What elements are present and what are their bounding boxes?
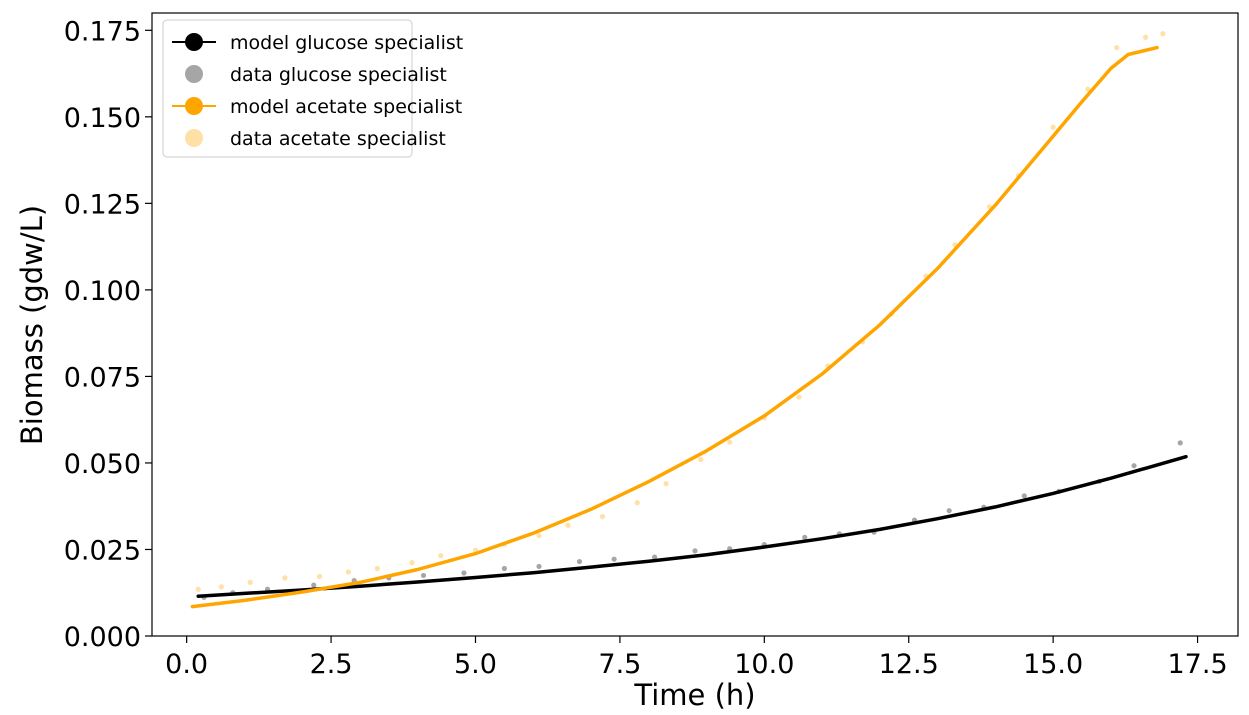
y-tick-label: 0.075 [64,362,141,393]
legend-entry-model-acetate-specialist: model acetate specialist [172,96,462,118]
data-point [802,534,808,540]
legend-label: data glucose specialist [230,64,447,86]
legend: model glucose specialist data glucose spe… [162,19,463,158]
data-point [1177,440,1183,446]
data-point [692,548,698,554]
legend-marker [185,65,203,83]
data-point [663,481,669,487]
data-point [536,563,542,570]
y-tick-label: 0.050 [64,449,141,480]
plot-frame [151,12,1239,637]
y-tick-label: 0.025 [64,535,141,566]
legend-marker [185,33,203,51]
plot-area [190,31,1188,609]
data-point [501,565,507,572]
data-point [438,553,444,559]
x-tick-label: 15.0 [1023,649,1083,680]
y-axis-label: Biomass (gdw/L) [15,205,49,445]
series-model-acetate-specialist [190,45,1159,609]
data-point [698,456,704,463]
data-point [1050,124,1056,130]
data-point [409,560,415,566]
y-tick-label: 0.125 [64,189,141,220]
data-point [536,533,542,539]
data-point [946,508,952,514]
x-tick-label: 17.5 [1168,649,1228,680]
data-point [374,565,380,572]
data-point [247,579,253,585]
x-axis-label: Time (h) [633,678,755,712]
data-point [727,439,733,445]
x-tick-label: 5.0 [454,649,497,680]
x-tick-label: 7.5 [598,649,641,680]
data-point [282,575,288,581]
data-point [461,570,467,576]
data-point [599,513,606,520]
legend-entry-model-glucose-specialist: model glucose specialist [172,32,463,54]
x-tick-label: 0.0 [165,649,208,680]
legend-entry-data-acetate-specialist: data acetate specialist [185,128,446,150]
data-point [1131,463,1137,469]
x-tick-label: 10.0 [734,649,794,680]
legend-label: data acetate specialist [230,128,446,150]
series-model-glucose-specialist [196,454,1188,598]
data-point [1114,45,1120,51]
data-point [576,558,583,565]
data-point [311,582,317,588]
data-point [565,522,571,528]
x-tick-label: 2.5 [310,649,353,680]
data-point [634,500,640,506]
y-tick-label: 0.175 [64,16,141,47]
legend-entry-data-glucose-specialist: data glucose specialist [185,64,447,86]
legend-frame [162,19,413,158]
data-point [316,573,323,580]
data-point [420,572,427,579]
data-point [611,556,617,562]
y-axis-ticks: 0.000 0.025 0.050 0.075 0.100 0.125 0.150 0.175 [64,16,152,653]
legend-marker [185,129,203,147]
x-axis-ticks: 0.0 2.5 5.0 7.5 10.0 12.5 15.0 17.5 [165,636,1228,680]
y-tick-label: 0.000 [64,622,141,653]
data-point [651,554,658,560]
legend-label: model acetate specialist [230,96,462,118]
legend-marker [185,97,203,115]
y-tick-label: 0.150 [64,103,141,134]
x-tick-label: 12.5 [879,649,939,680]
legend-label: model glucose specialist [230,32,463,54]
data-point [1085,86,1091,92]
data-point [195,586,201,592]
data-point [796,394,802,400]
series-line [190,45,1159,609]
data-point [218,584,224,590]
y-tick-label: 0.100 [64,276,141,307]
data-point [345,569,352,575]
series-line [196,454,1188,598]
data-point [1160,31,1166,37]
data-point [1021,493,1027,499]
data-point [1142,34,1149,40]
